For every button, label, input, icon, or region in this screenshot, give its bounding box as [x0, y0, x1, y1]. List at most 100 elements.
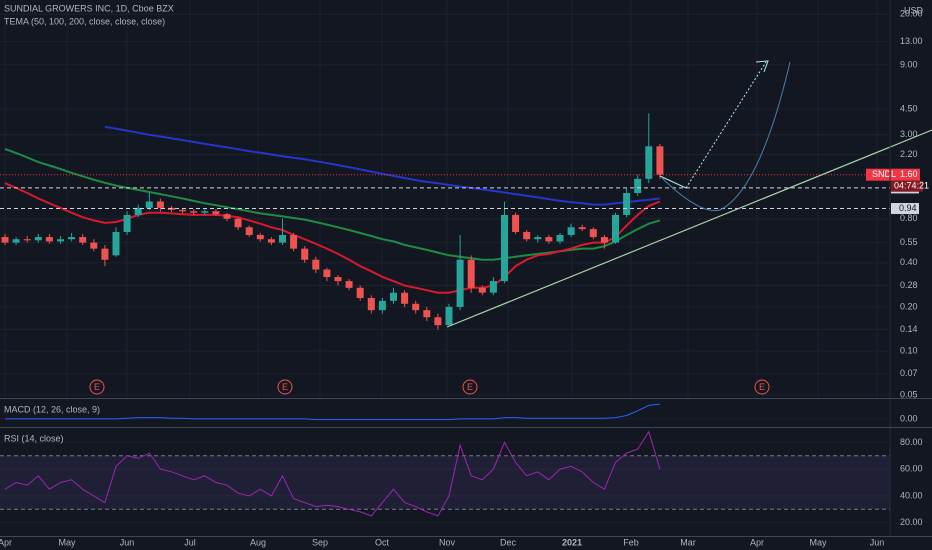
candle-body	[390, 292, 397, 301]
candle-body	[456, 259, 464, 307]
indicator-line	[4, 182, 661, 294]
y-tick-label: 0.20	[900, 301, 918, 311]
y-tick-label: 80.00	[900, 437, 923, 447]
candle-body	[112, 231, 120, 256]
projection-stem	[659, 175, 687, 189]
candle-body	[423, 310, 431, 318]
candle-body	[556, 234, 564, 242]
projection-arrow	[685, 61, 767, 189]
candle-body	[101, 248, 109, 260]
y-tick-label: 20.00	[900, 9, 923, 19]
earnings-label: E	[467, 382, 473, 392]
y-tick-label: 0.55	[900, 237, 918, 247]
candle-body	[523, 231, 531, 240]
candle-body	[501, 214, 508, 282]
candle-body	[290, 234, 298, 249]
candle-body	[267, 239, 275, 243]
candle-body	[68, 237, 76, 240]
x-tick-label: Jun	[120, 537, 135, 547]
candle-body	[1, 237, 9, 243]
level-tag	[891, 203, 919, 215]
indicator-line	[4, 430, 661, 517]
earnings-marker	[754, 379, 770, 395]
x-tick-label: Oct	[375, 537, 390, 547]
candle-body	[656, 146, 664, 175]
x-tick-label: Jun	[870, 537, 885, 547]
rsi-pane	[0, 430, 890, 524]
candle-body	[434, 317, 442, 326]
candle-body	[212, 211, 220, 215]
x-tick-label: Jul	[184, 537, 196, 547]
y-tick-label: 0.10	[900, 345, 918, 355]
x-tick-label: Aug	[250, 537, 266, 547]
arrow-head	[755, 60, 769, 73]
candle-body	[201, 211, 209, 213]
candle-body	[567, 227, 575, 235]
y-tick-label: 0.28	[900, 280, 918, 290]
x-tick-label: Dec	[500, 537, 517, 547]
indicator-line	[5, 403, 660, 421]
candle-body	[323, 269, 331, 278]
candle-body	[312, 259, 320, 270]
candle-body	[589, 229, 597, 238]
candle-body	[612, 214, 619, 243]
y-tick-label: 0.00	[900, 413, 918, 423]
candle-body	[134, 207, 142, 215]
candle-body	[467, 259, 475, 288]
candle-body	[234, 218, 242, 228]
candle-body	[534, 237, 542, 240]
indicator-line	[4, 147, 661, 261]
x-tick-label: Apr	[750, 537, 764, 547]
y-tick-label: 0.05	[900, 389, 918, 399]
candle-body	[223, 214, 231, 219]
indicator-title: TEMA (50, 100, 200, close, close, close)	[4, 16, 165, 26]
earnings-label: E	[759, 382, 765, 392]
axes: 20.00 13.00 9.00 4.50 3.00 2.20 0.80 0.55 0.40 0.…	[0, 9, 929, 548]
y-tick-label: 3.00	[900, 129, 918, 139]
candle-body	[301, 248, 309, 260]
countdown-label: 04:74:21	[894, 181, 929, 191]
y-tick-label: 60.00	[900, 464, 923, 474]
x-tick-label: Apr	[0, 537, 12, 547]
y-tick-label: 40.00	[900, 490, 923, 500]
earnings-marker	[89, 379, 105, 395]
y-tick-label: 20.00	[900, 517, 923, 527]
candle-body	[401, 292, 409, 304]
y-tick-label: 0.14	[900, 324, 918, 334]
countdown-tag	[891, 180, 923, 192]
indicator-line	[104, 125, 661, 206]
drawings	[446, 60, 932, 328]
x-tick-label: Feb	[623, 537, 639, 547]
macd-title: MACD (12, 26, close, 9)	[4, 404, 100, 414]
y-tick-label: 2.20	[900, 149, 918, 159]
level-label: 0.94	[899, 203, 917, 213]
last-price-label: 1.60	[900, 169, 918, 179]
candle-body	[345, 281, 353, 288]
x-tick-label: May	[809, 537, 827, 547]
y-tick-label: 9.00	[900, 59, 918, 69]
x-tick-label: May	[58, 537, 76, 547]
candle-body	[378, 300, 386, 311]
x-tick-label: Mar	[680, 537, 696, 547]
candle-body	[12, 239, 20, 243]
earnings-marker	[277, 379, 293, 395]
x-tick-label: 2021	[562, 537, 582, 547]
candle-body	[478, 287, 486, 293]
candle-body	[645, 146, 653, 179]
chart-title: SUNDIAL GROWERS INC, 1D, Cboe BZX	[4, 3, 174, 13]
candle-body	[545, 237, 553, 242]
candle-body	[123, 214, 131, 232]
candle-body	[600, 237, 608, 243]
candle-body	[623, 193, 631, 215]
candle-body	[412, 303, 420, 311]
y-tick-label: 4.50	[900, 103, 918, 113]
candle-body	[256, 234, 264, 240]
rsi-band	[0, 455, 890, 510]
y-tick-label: 0.40	[900, 257, 918, 267]
symbol-label: SNDL	[872, 169, 896, 179]
y-tick-label: 0.80	[900, 213, 918, 223]
candle-body	[90, 242, 98, 249]
